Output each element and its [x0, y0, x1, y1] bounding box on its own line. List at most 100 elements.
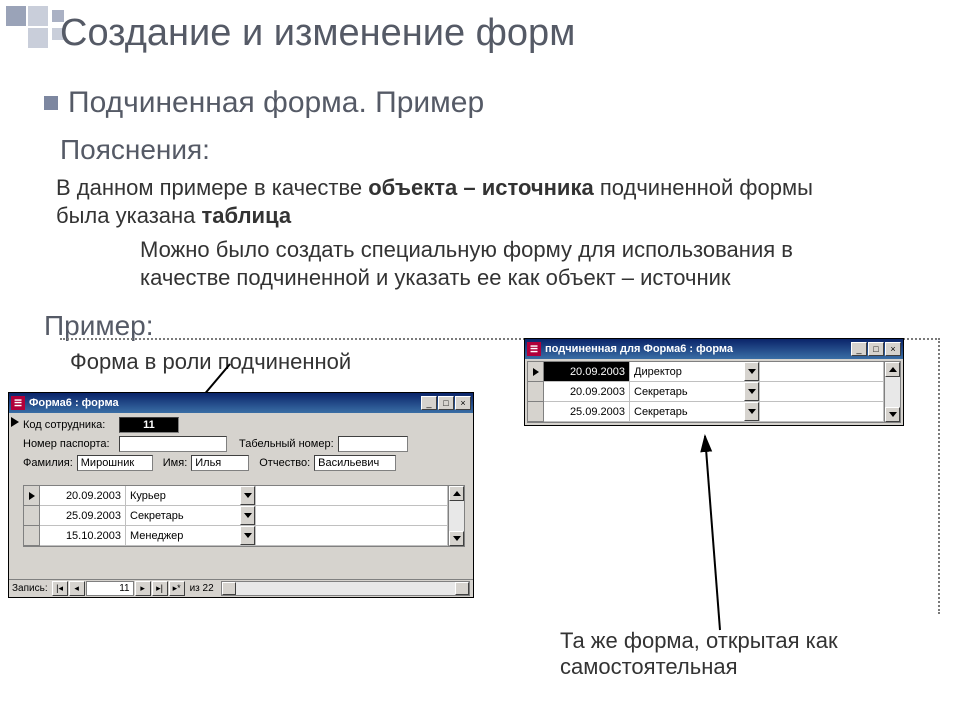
table-row: 25.09.2003 Секретарь	[544, 402, 884, 422]
nav-prev-button[interactable]: ◂	[69, 581, 85, 596]
form-icon: ☰	[11, 396, 25, 410]
cell-pos-text: Секретарь	[130, 510, 184, 522]
close-button[interactable]: ×	[885, 342, 901, 356]
window-subform: ☰ подчиненная для Форма6 : форма _ □ × 2…	[524, 338, 904, 426]
cell-empty[interactable]	[760, 402, 884, 421]
subtitle: Подчиненная форма. Пример	[68, 86, 484, 120]
subform-grid: 20.09.2003 Курьер 25.09.2003 Секретарь 1…	[23, 485, 465, 547]
cell-date[interactable]: 20.09.2003	[544, 382, 630, 401]
row-selector-column	[24, 486, 40, 546]
minimize-button[interactable]: _	[421, 396, 437, 410]
cell-pos-text: Секретарь	[634, 406, 688, 418]
row-selector[interactable]	[528, 382, 543, 402]
row-selector[interactable]	[24, 506, 39, 526]
hscrollbar[interactable]	[221, 581, 470, 596]
cell-date[interactable]: 25.09.2003	[40, 506, 126, 525]
scroll-down-icon[interactable]	[885, 407, 900, 422]
cell-position[interactable]: Секретарь	[126, 506, 256, 525]
cell-position[interactable]: Менеджер	[126, 526, 256, 545]
cell-empty[interactable]	[256, 526, 448, 545]
dropdown-icon[interactable]	[744, 362, 759, 381]
titlebar-sub-text: подчиненная для Форма6 : форма	[545, 343, 851, 355]
cell-date[interactable]: 15.10.2003	[40, 526, 126, 545]
label-passport: Номер паспорта:	[23, 438, 115, 450]
paragraph-1: В данном примере в качестве объекта – ис…	[56, 174, 816, 229]
cell-pos-text: Курьер	[130, 490, 166, 502]
scroll-up-icon[interactable]	[885, 362, 900, 377]
table-row: 20.09.2003 Секретарь	[544, 382, 884, 402]
record-selector-icon[interactable]	[11, 417, 21, 429]
paragraph-2: Можно было создать специальную форму для…	[140, 236, 880, 291]
nav-total: из 22	[190, 583, 214, 594]
field-passport[interactable]	[119, 436, 227, 452]
para1-bold2: таблица	[202, 203, 292, 228]
table-row: 20.09.2003 Курьер	[40, 486, 448, 506]
field-kod[interactable]: 11	[119, 417, 179, 433]
nav-label: Запись:	[12, 583, 48, 594]
explanations-heading: Пояснения:	[60, 134, 210, 166]
dropdown-icon[interactable]	[240, 526, 255, 545]
row-selector[interactable]	[528, 362, 543, 382]
maximize-button[interactable]: □	[438, 396, 454, 410]
cell-position[interactable]: Курьер	[126, 486, 256, 505]
label-tabel: Табельный номер:	[239, 438, 334, 450]
window-main-form: ☰ Форма6 : форма _ □ × Код сотрудника: 1…	[8, 392, 474, 598]
cell-pos-text: Менеджер	[130, 530, 183, 542]
label-name: Имя:	[163, 457, 187, 469]
dropdown-icon[interactable]	[240, 506, 255, 525]
dropdown-icon[interactable]	[744, 402, 759, 421]
row-selector[interactable]	[528, 402, 543, 422]
close-button[interactable]: ×	[455, 396, 471, 410]
dropdown-icon[interactable]	[744, 382, 759, 401]
cell-date[interactable]: 20.09.2003	[40, 486, 126, 505]
form-body-main: Код сотрудника: 11 Номер паспорта: Табел…	[9, 413, 473, 553]
subform-vscroll[interactable]	[448, 486, 464, 546]
scroll-down-icon[interactable]	[449, 531, 464, 546]
para1-pre: В данном примере в качестве	[56, 175, 368, 200]
bullet-icon	[44, 96, 58, 110]
maximize-button[interactable]: □	[868, 342, 884, 356]
label-fam: Фамилия:	[23, 457, 73, 469]
subform-body: 20.09.2003 Директор 20.09.2003 Секретарь…	[525, 359, 903, 425]
cell-empty[interactable]	[760, 382, 884, 401]
scroll-track[interactable]	[885, 377, 900, 407]
cell-date[interactable]: 20.09.2003	[544, 362, 630, 381]
row-selector[interactable]	[24, 486, 39, 506]
table-row: 20.09.2003 Директор	[544, 362, 884, 382]
nav-first-button[interactable]: |◂	[52, 581, 68, 596]
cell-position[interactable]: Секретарь	[630, 382, 760, 401]
table-row: 25.09.2003 Секретарь	[40, 506, 448, 526]
nav-new-button[interactable]: ▸*	[169, 581, 185, 596]
record-navigator: Запись: |◂ ◂ 11 ▸ ▸| ▸* из 22	[9, 579, 473, 597]
field-tabel[interactable]	[338, 436, 408, 452]
minimize-button[interactable]: _	[851, 342, 867, 356]
cell-empty[interactable]	[256, 506, 448, 525]
label-kod: Код сотрудника:	[23, 419, 115, 431]
nav-current[interactable]: 11	[86, 581, 134, 596]
titlebar-main[interactable]: ☰ Форма6 : форма _ □ ×	[9, 393, 473, 413]
table-row: 15.10.2003 Менеджер	[40, 526, 448, 546]
field-otch[interactable]: Васильевич	[314, 455, 396, 471]
titlebar-main-text: Форма6 : форма	[29, 397, 421, 409]
field-name[interactable]: Илья	[191, 455, 249, 471]
scroll-track[interactable]	[449, 501, 464, 531]
cell-position[interactable]: Директор	[630, 362, 760, 381]
cell-pos-text: Директор	[634, 366, 682, 378]
titlebar-sub[interactable]: ☰ подчиненная для Форма6 : форма _ □ ×	[525, 339, 903, 359]
cell-position[interactable]: Секретарь	[630, 402, 760, 421]
para1-bold1: объекта – источника	[368, 175, 593, 200]
label-otch: Отчество:	[259, 457, 310, 469]
row-selector[interactable]	[24, 526, 39, 546]
nav-next-button[interactable]: ▸	[135, 581, 151, 596]
form-icon: ☰	[527, 342, 541, 356]
scroll-up-icon[interactable]	[449, 486, 464, 501]
cell-empty[interactable]	[256, 486, 448, 505]
dropdown-icon[interactable]	[240, 486, 255, 505]
field-fam[interactable]: Мирошник	[77, 455, 153, 471]
nav-last-button[interactable]: ▸|	[152, 581, 168, 596]
subform-vscroll[interactable]	[884, 362, 900, 422]
cell-date[interactable]: 25.09.2003	[544, 402, 630, 421]
row-selector-column	[528, 362, 544, 422]
cell-empty[interactable]	[760, 362, 884, 381]
cell-pos-text: Секретарь	[634, 386, 688, 398]
